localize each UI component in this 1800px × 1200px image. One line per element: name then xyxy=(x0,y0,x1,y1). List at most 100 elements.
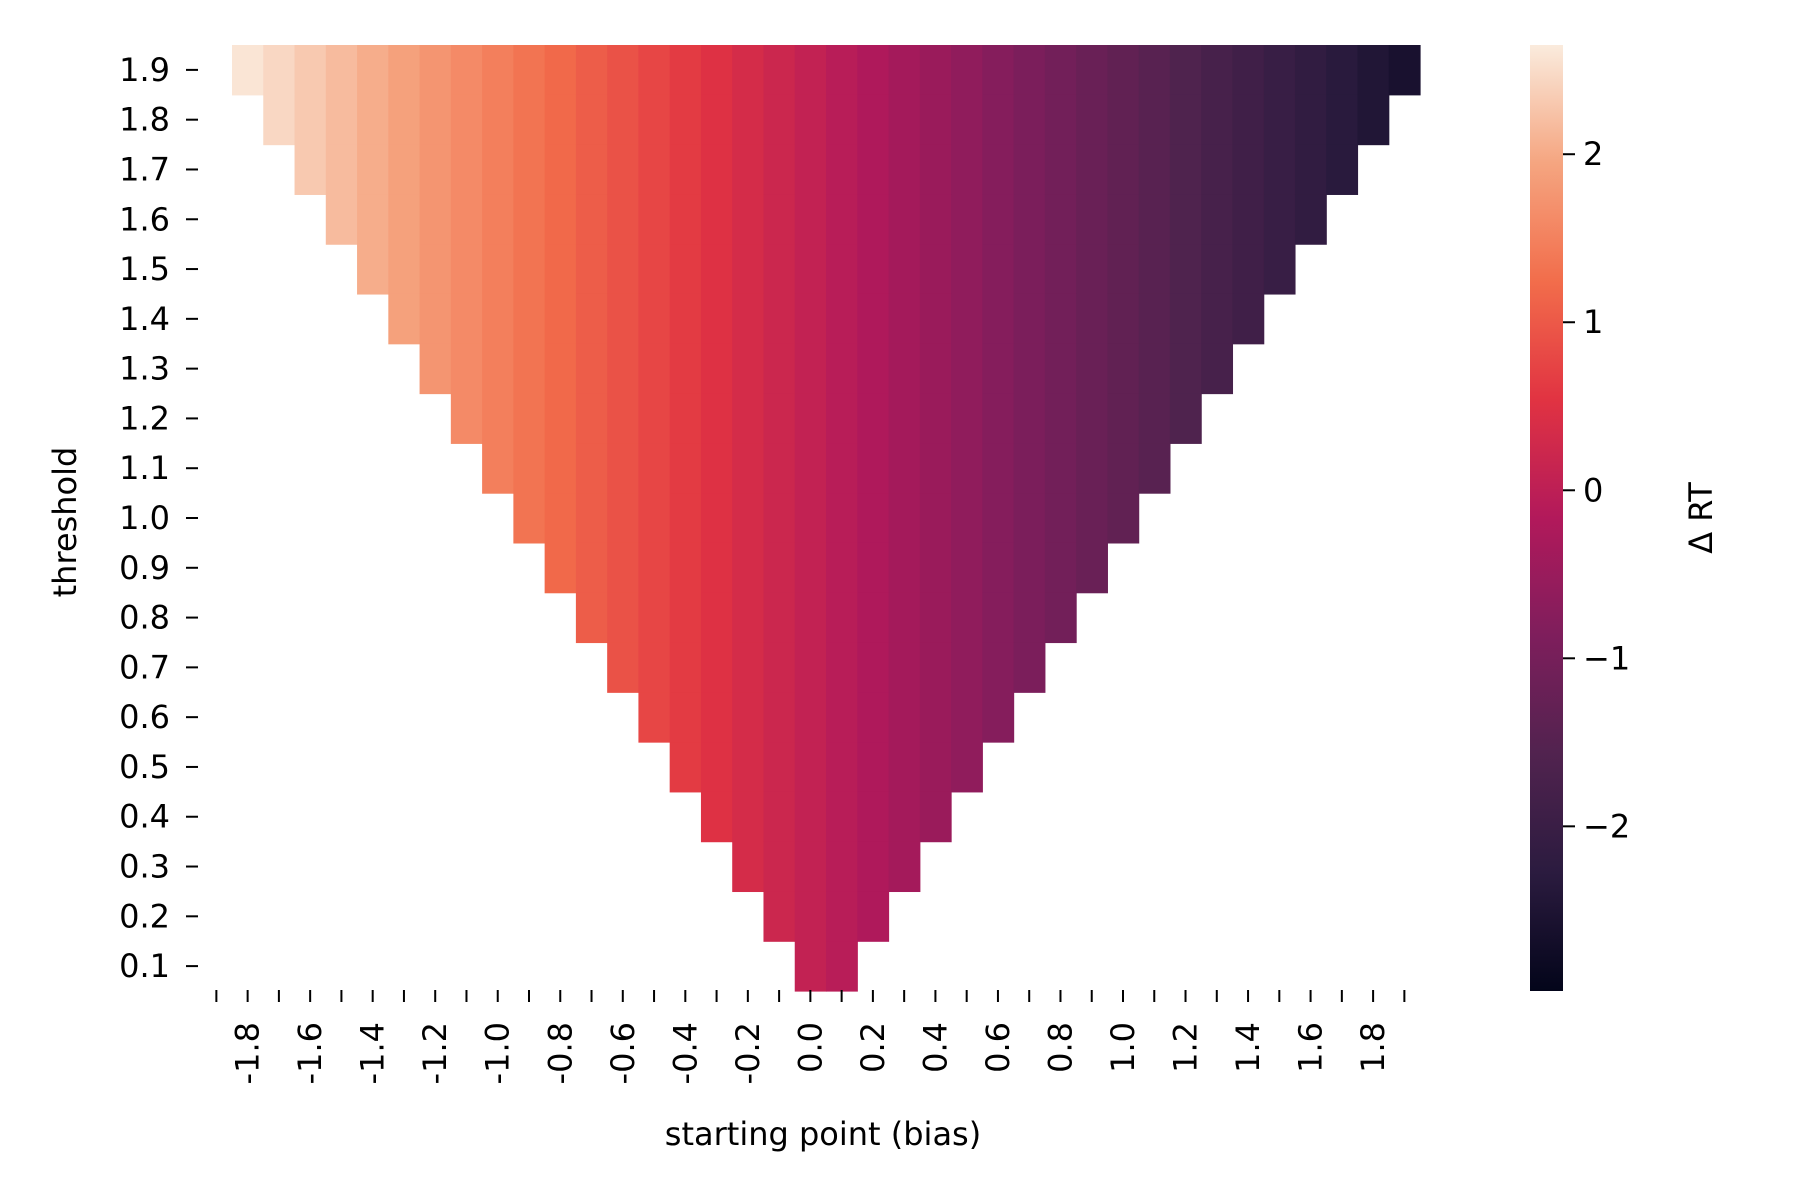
y-axis-label: threshold xyxy=(46,447,84,598)
heatmap-cell xyxy=(1044,293,1077,345)
heatmap-cell xyxy=(857,94,890,146)
x-tick-label: -1.0 xyxy=(479,1022,517,1084)
heatmap-cell xyxy=(794,891,827,942)
y-tick-label: 0.8 xyxy=(119,599,170,637)
heatmap-cell xyxy=(638,393,671,444)
heatmap-cell xyxy=(794,94,827,146)
x-tick-label: 0.2 xyxy=(854,1022,892,1073)
heatmap-cell xyxy=(638,194,671,245)
heatmap-cell xyxy=(638,542,671,594)
heatmap-cell xyxy=(419,244,452,295)
heatmap-cell xyxy=(1169,144,1202,195)
heatmap-cell xyxy=(544,542,577,594)
heatmap-cell xyxy=(982,542,1015,594)
heatmap-cell xyxy=(607,393,640,444)
heatmap-cell xyxy=(919,393,952,444)
heatmap-cell xyxy=(1326,94,1359,146)
heatmap-cell xyxy=(763,393,796,444)
heatmap-cell xyxy=(794,742,827,793)
heatmap-cell xyxy=(1013,493,1046,544)
heatmap-cell xyxy=(794,293,827,345)
heatmap-cell xyxy=(857,144,890,195)
heatmap-cell xyxy=(951,144,983,195)
heatmap-cell xyxy=(826,393,858,444)
heatmap-cell xyxy=(763,692,796,743)
heatmap-cell xyxy=(1044,493,1077,544)
heatmap-cell xyxy=(294,94,327,146)
heatmap-cell xyxy=(1169,94,1202,146)
heatmap-cell xyxy=(763,194,796,245)
heatmap-cell xyxy=(888,293,921,345)
heatmap-cell xyxy=(1294,144,1327,195)
heatmap-cell xyxy=(232,45,264,96)
heatmap-cell xyxy=(700,144,733,195)
heatmap-cell xyxy=(669,45,702,96)
heatmap-cell xyxy=(1076,244,1108,295)
y-tick-label: 0.1 xyxy=(119,947,170,985)
heatmap-cell xyxy=(607,642,640,693)
heatmap-cell xyxy=(1201,144,1234,195)
heatmap-cell xyxy=(1169,393,1202,444)
heatmap-cell xyxy=(669,244,702,295)
colorbar-tick-label: −2 xyxy=(1583,807,1630,845)
heatmap-cell xyxy=(888,443,921,494)
heatmap-cell xyxy=(419,194,452,245)
heatmap-cell xyxy=(732,692,765,743)
heatmap-cell xyxy=(1357,94,1390,146)
heatmap-cell xyxy=(1138,393,1171,444)
heatmap-cell xyxy=(794,393,827,444)
y-tick-label: 1.5 xyxy=(119,250,170,288)
heatmap-cell xyxy=(1107,194,1140,245)
heatmap-cell xyxy=(857,742,890,793)
heatmap-cell xyxy=(732,742,765,793)
heatmap-cell xyxy=(919,692,952,743)
heatmap-cell xyxy=(450,144,483,195)
x-tick-label: -0.4 xyxy=(666,1022,704,1084)
heatmap-cell xyxy=(1107,94,1140,146)
heatmap-cell xyxy=(388,194,421,245)
heatmap-cell xyxy=(951,443,983,494)
heatmap-cell xyxy=(388,94,421,146)
heatmap-cell xyxy=(638,293,671,345)
heatmap-cell xyxy=(1201,194,1234,245)
heatmap-cell xyxy=(919,343,952,395)
heatmap-cell xyxy=(700,194,733,245)
heatmap-cell xyxy=(450,393,483,444)
heatmap-cell xyxy=(826,45,858,96)
heatmap-cell xyxy=(732,45,765,96)
y-tick-label: 1.7 xyxy=(119,150,170,188)
heatmap-cell xyxy=(700,45,733,96)
heatmap-cell xyxy=(513,45,546,96)
heatmap-cell xyxy=(794,343,827,395)
heatmap-cells xyxy=(232,45,1421,992)
heatmap-cell xyxy=(1013,592,1046,644)
heatmap-cell xyxy=(1138,94,1171,146)
heatmap-cell xyxy=(1138,45,1171,96)
heatmap-cell xyxy=(1013,542,1046,594)
heatmap-cell xyxy=(544,443,577,494)
heatmap-cell xyxy=(826,841,858,893)
x-tick-label: 1.6 xyxy=(1292,1022,1330,1073)
heatmap-cell xyxy=(419,293,452,345)
heatmap-cell xyxy=(669,692,702,743)
heatmap-cell xyxy=(857,343,890,395)
heatmap-cell xyxy=(951,293,983,345)
heatmap-cell xyxy=(888,642,921,693)
heatmap-cell xyxy=(857,194,890,245)
heatmap-cell xyxy=(1013,194,1046,245)
heatmap-cell xyxy=(575,592,608,644)
x-tick-label: -1.2 xyxy=(416,1022,454,1084)
heatmap-cell xyxy=(450,244,483,295)
heatmap-cell xyxy=(669,642,702,693)
heatmap-cell xyxy=(607,592,640,644)
heatmap-cell xyxy=(857,791,890,843)
heatmap-cell xyxy=(857,542,890,594)
heatmap-cell xyxy=(794,692,827,743)
heatmap-cell xyxy=(1044,244,1077,295)
heatmap-cell xyxy=(919,592,952,644)
heatmap-cell xyxy=(419,45,452,96)
heatmap-cell xyxy=(450,45,483,96)
heatmap-cell xyxy=(638,493,671,544)
colorbar-tick-label: 1 xyxy=(1583,303,1603,341)
heatmap-cell xyxy=(482,443,514,494)
